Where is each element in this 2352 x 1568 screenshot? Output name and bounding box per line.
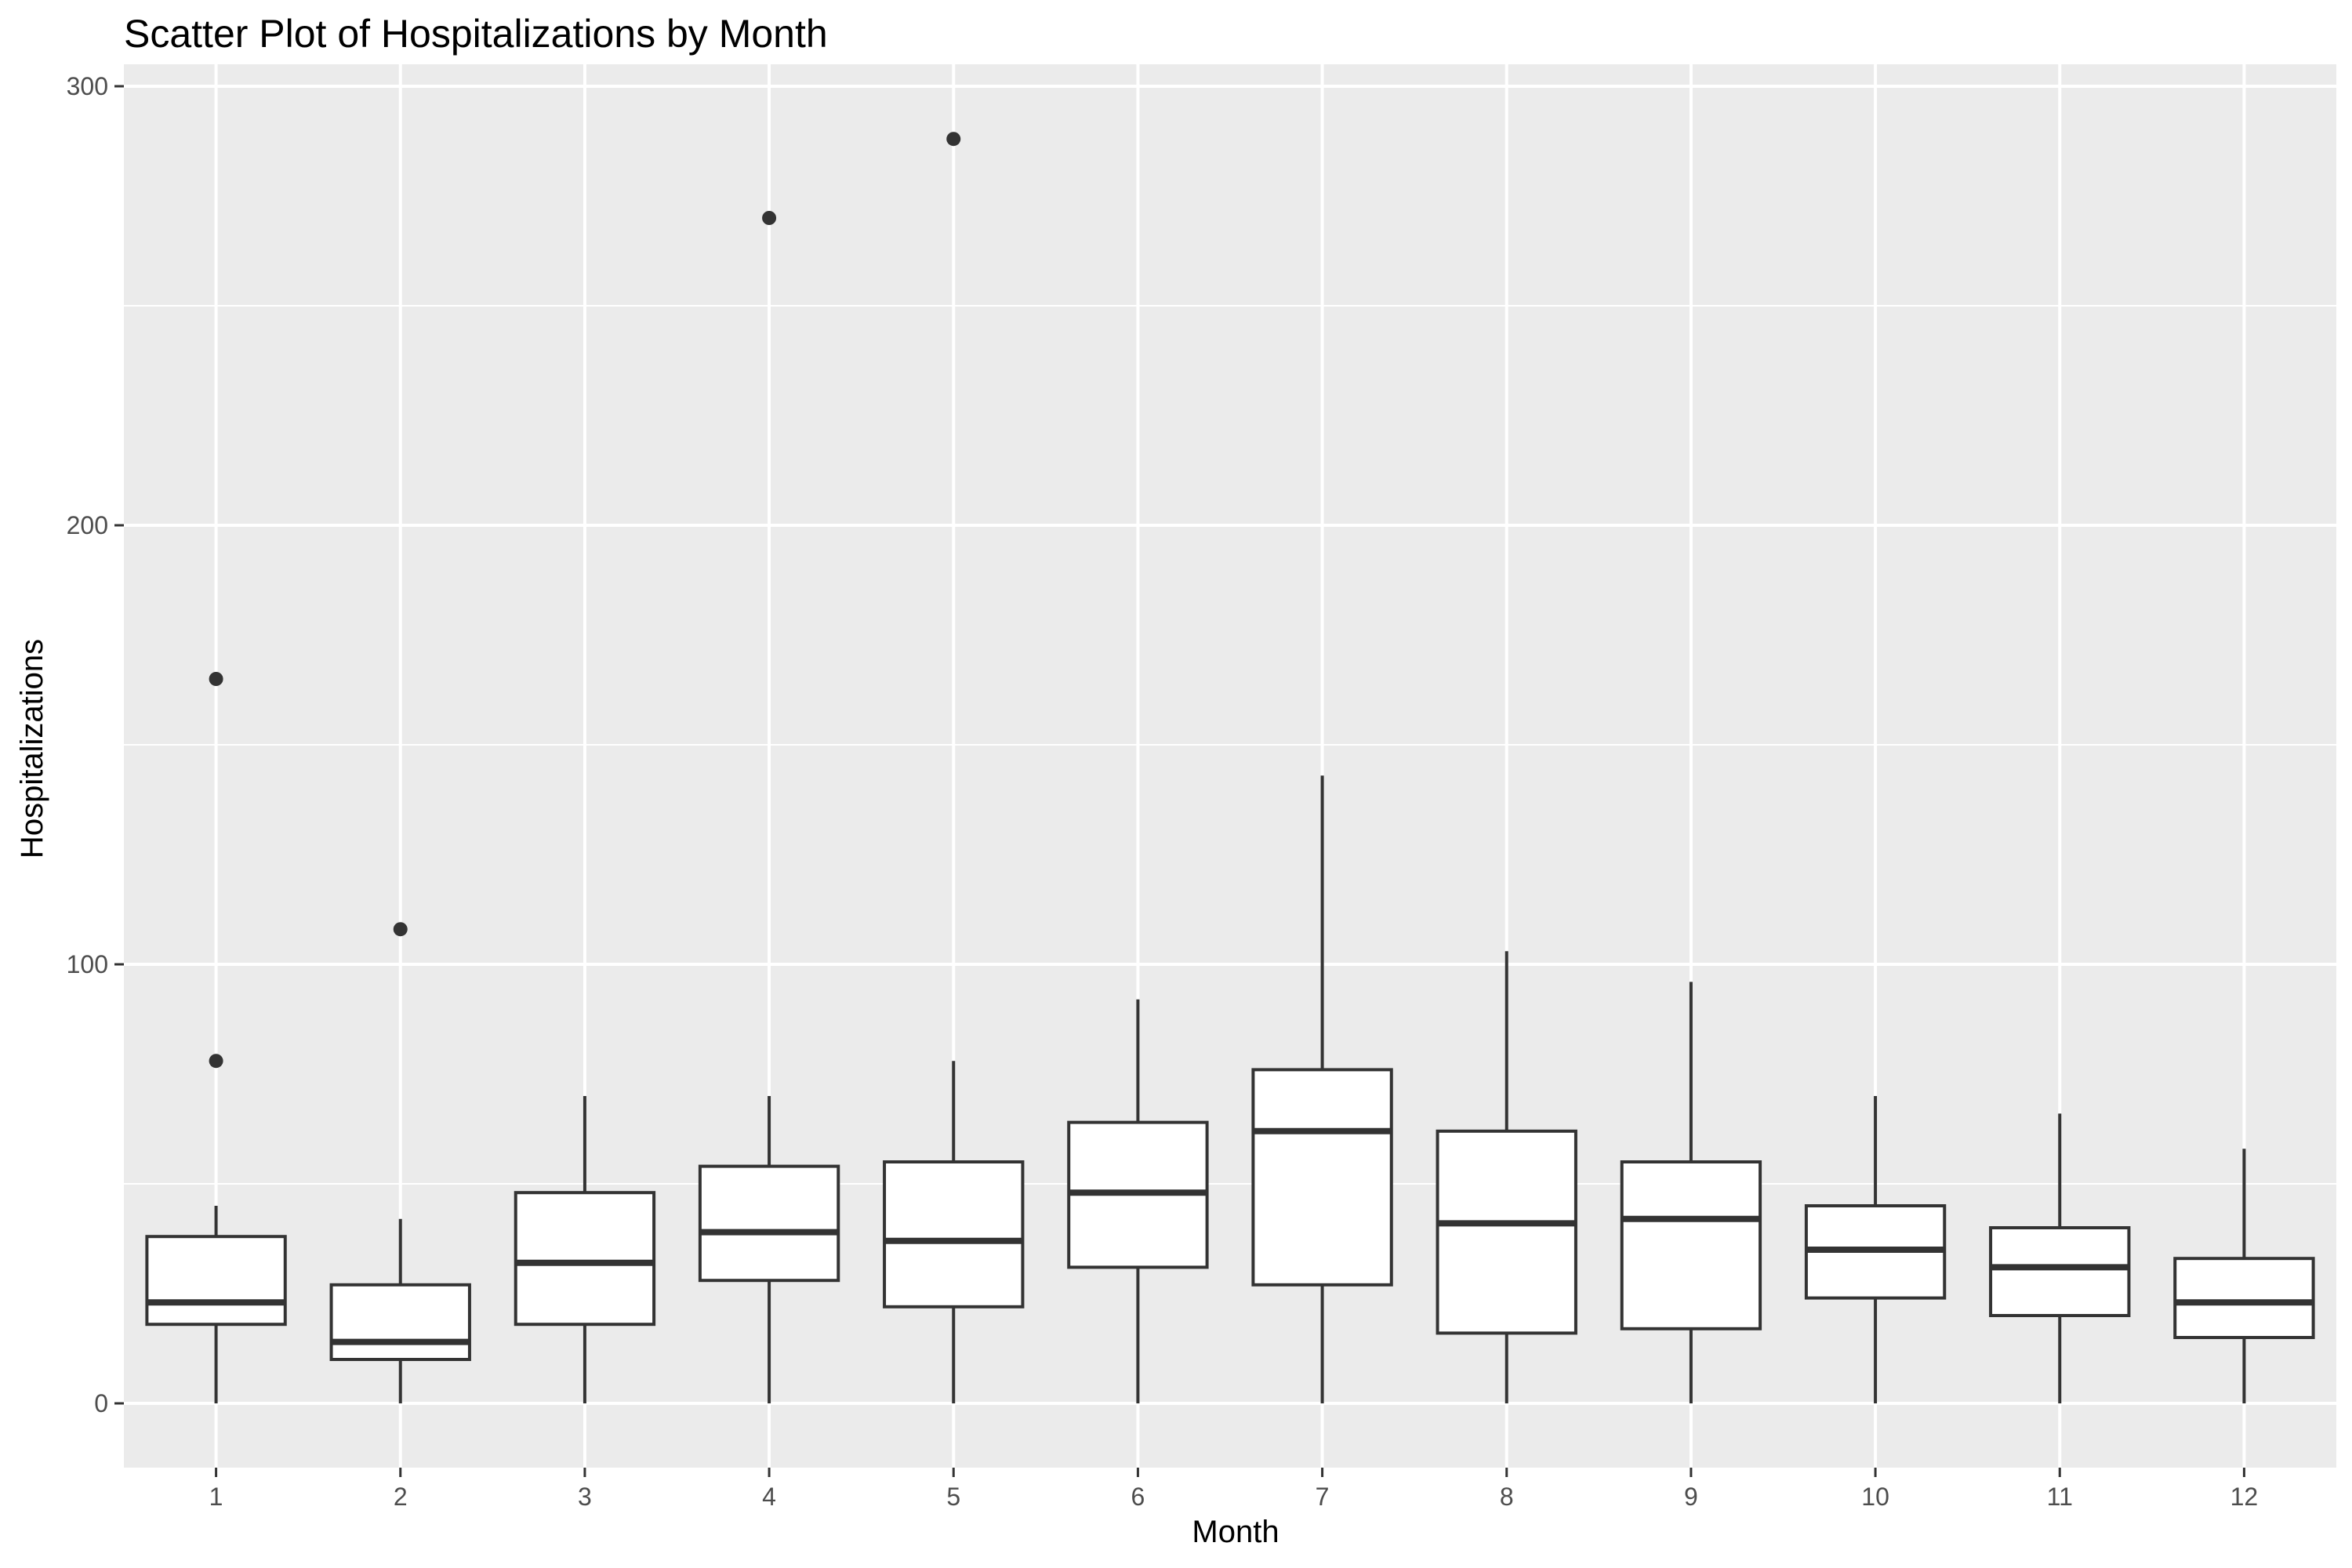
box-iqr [1620,1160,1762,1330]
y-tick-label: 300 [67,72,108,100]
y-tick-label: 100 [67,950,108,978]
box-month-7 [1251,775,1393,1403]
box-month-6 [1067,999,1209,1403]
outlier-point [209,672,223,686]
box-iqr [2173,1257,2315,1339]
box-iqr [1251,1068,1393,1287]
x-tick-label: 6 [1131,1483,1145,1511]
box-month-4 [698,211,840,1403]
outlier-point [209,1054,223,1069]
outlier-point [393,922,408,937]
box-iqr [1989,1226,2131,1317]
x-tick-label: 8 [1500,1483,1514,1511]
box-month-5 [883,132,1025,1403]
box-month-8 [1436,951,1577,1403]
x-tick-label: 3 [578,1483,592,1511]
outlier-point [946,132,961,147]
y-tick-label: 0 [94,1389,108,1417]
box-month-10 [1804,1096,1947,1403]
x-tick-label: 4 [762,1483,776,1511]
box-iqr [1436,1129,1577,1335]
box-month-1 [145,672,287,1403]
plot-panel [124,64,2336,1468]
x-tick-label: 5 [946,1483,960,1511]
box-iqr [329,1283,471,1362]
chart-title: Scatter Plot of Hospitalizations by Mont… [124,12,828,56]
box-iqr [698,1164,840,1283]
x-tick-label: 9 [1684,1483,1698,1511]
box-month-9 [1620,982,1762,1403]
box-month-11 [1989,1113,2131,1403]
x-tick-label: 7 [1316,1483,1330,1511]
box-month-2 [329,922,471,1403]
box-iqr [883,1160,1025,1308]
outlier-point [762,211,777,225]
x-tick-label: 11 [2047,1483,2073,1511]
x-axis-title: Month [1192,1515,1279,1549]
box-month-12 [2173,1149,2315,1403]
y-tick-label: 200 [67,511,108,539]
y-axis-title: Hospitalizations [15,639,49,858]
box-month-3 [514,1096,656,1403]
x-tick-label: 1 [209,1483,223,1511]
box-layer [145,132,2315,1403]
x-tick-label: 2 [394,1483,408,1511]
x-tick-label: 10 [1861,1483,1889,1511]
box-iqr [145,1235,287,1327]
box-iqr [514,1191,656,1327]
x-tick-label: 12 [2230,1483,2259,1511]
